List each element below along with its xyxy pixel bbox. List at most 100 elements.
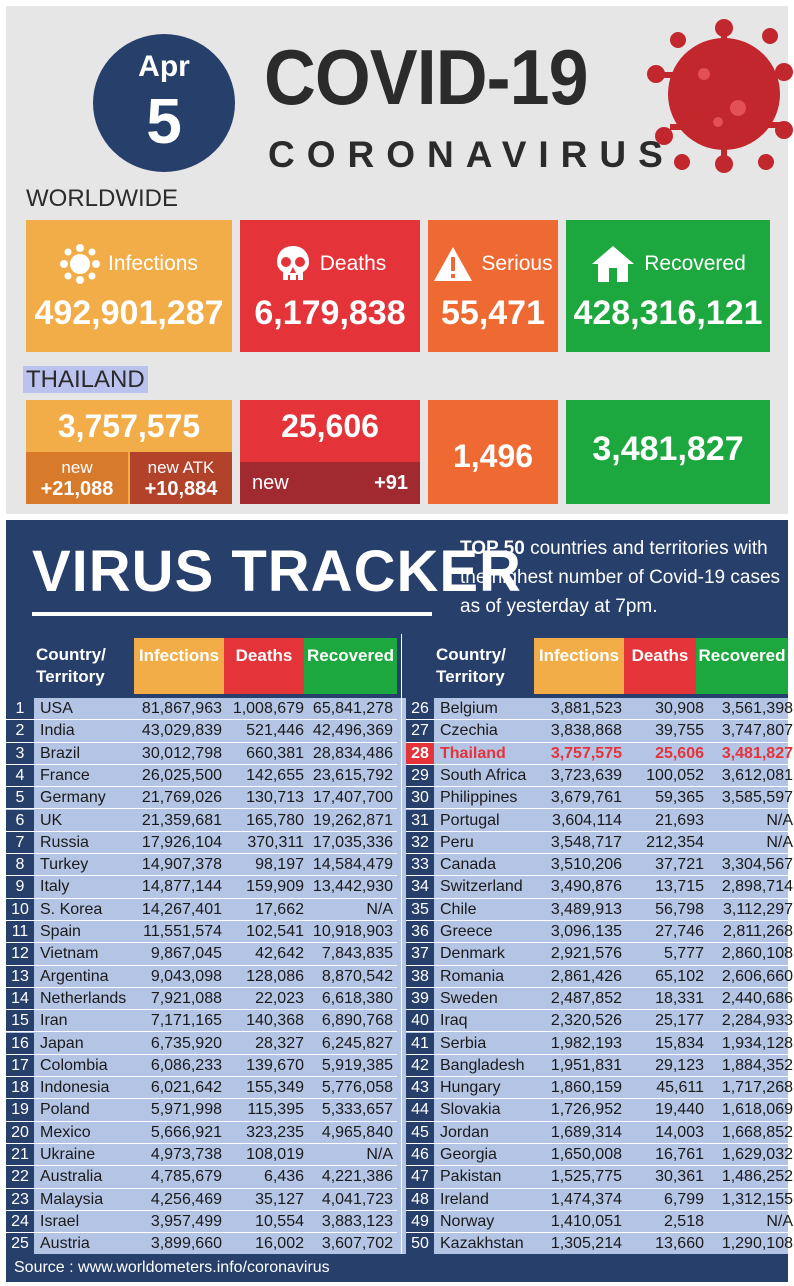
cell-recovered: 3,561,398 — [721, 700, 793, 717]
cell-deaths: 18,331 — [655, 989, 704, 1007]
cell-rank: 47 — [406, 1166, 434, 1188]
cell-infections: 1,410,051 — [550, 1212, 622, 1230]
infections-label: Infections — [108, 252, 198, 275]
cell-recovered: 17,407,700 — [312, 789, 393, 807]
cell-country: Greece — [440, 923, 493, 940]
table-row: 24 Israel 3,957,499 10,554 3,883,123 — [6, 1210, 397, 1234]
cell-recovered: 28,834,486 — [312, 744, 393, 762]
header-infections-left: Infections — [134, 638, 224, 694]
cell-deaths: 370,311 — [247, 833, 304, 851]
cell-country: Sweden — [440, 989, 498, 1007]
cell-rank: 27 — [406, 720, 434, 742]
cell-recovered: 2,284,933 — [721, 1012, 793, 1030]
cell-country: Germany — [40, 789, 106, 807]
cell-rank: 36 — [406, 921, 434, 943]
cell-deaths: 660,381 — [246, 744, 304, 762]
header-recovered-right: Recovered — [696, 638, 788, 694]
thailand-serious-value: 1,496 — [452, 438, 534, 474]
cell-rank: 40 — [406, 1010, 434, 1032]
cell-recovered: 2,898,714 — [721, 878, 793, 896]
cell-deaths: 27,746 — [655, 923, 704, 940]
cell-recovered: 65,841,278 — [312, 700, 393, 717]
cell-recovered: 4,041,723 — [321, 1190, 393, 1208]
cell-country: Netherlands — [40, 989, 127, 1007]
date-day: 5 — [146, 85, 182, 157]
cell-recovered: 1,884,352 — [721, 1056, 793, 1074]
header-infections-right: Infections — [534, 638, 624, 694]
cell-country: Iraq — [440, 1012, 468, 1030]
cell-rank: 37 — [406, 943, 434, 965]
cell-rank: 34 — [406, 876, 434, 898]
table-row: 8 Turkey 14,907,378 98,197 14,584,479 — [6, 854, 397, 877]
cell-deaths: 56,798 — [655, 900, 704, 918]
cell-infections: 14,267,401 — [141, 900, 222, 918]
cell-recovered: 19,262,871 — [312, 811, 393, 829]
table-row: 26 Belgium 3,881,523 30,908 3,561,398 — [406, 698, 794, 721]
thailand-atk-label: new ATK — [147, 458, 215, 477]
cell-rank: 11 — [6, 921, 34, 943]
warning-icon — [433, 246, 473, 282]
thailand-deaths-card: 25,606 new +91 — [240, 400, 420, 504]
table-row: 20 Mexico 5,666,921 323,235 4,965,840 — [6, 1121, 397, 1144]
cell-recovered: 3,607,702 — [321, 1235, 393, 1253]
thailand-atk-box: new ATK +10,884 — [130, 452, 232, 504]
cell-country: Georgia — [440, 1146, 497, 1163]
cell-infections: 3,096,135 — [550, 923, 622, 940]
cell-country: France — [40, 766, 90, 784]
summary-panel: Apr 5 COVID-19 CORONAVIRUS — [6, 6, 793, 514]
table-row: 39 Sweden 2,487,852 18,331 2,440,686 — [406, 987, 794, 1011]
cell-deaths: 212,354 — [646, 833, 704, 851]
table-row: 42 Bangladesh 1,951,831 29,123 1,884,352 — [406, 1054, 794, 1078]
cell-country: Japan — [40, 1034, 84, 1052]
cell-infections: 2,320,526 — [550, 1012, 622, 1030]
cell-rank: 3 — [6, 742, 34, 764]
cell-deaths: 5,777 — [663, 945, 704, 963]
cell-recovered: 42,496,369 — [312, 722, 393, 740]
table-row: 17 Colombia 6,086,233 139,670 5,919,385 — [6, 1054, 397, 1078]
cell-recovered: 23,615,792 — [312, 766, 393, 784]
cell-rank: 19 — [6, 1099, 34, 1121]
cell-infections: 26,025,500 — [141, 766, 222, 784]
cell-country: Turkey — [40, 856, 89, 874]
cell-infections: 1,474,374 — [550, 1190, 622, 1208]
worldwide-recovered-card: Recovered 428,316,121 — [566, 220, 770, 352]
cell-rank: 31 — [406, 809, 434, 831]
cell-infections: 3,489,913 — [550, 900, 622, 918]
house-icon — [590, 244, 636, 284]
cell-country: Serbia — [440, 1034, 487, 1052]
cell-infections: 81,867,963 — [141, 700, 222, 717]
cell-deaths: 155,349 — [246, 1079, 304, 1097]
table-row: 4 France 26,025,500 142,655 23,615,792 — [6, 764, 397, 788]
thailand-deaths-value: 25,606 — [281, 408, 379, 444]
thailand-deaths-new-box: new +91 — [240, 462, 420, 504]
cell-infections: 5,971,998 — [150, 1101, 222, 1119]
cell-recovered: 1,717,268 — [721, 1079, 793, 1097]
cell-rank: 33 — [406, 854, 434, 876]
cell-deaths: 323,235 — [246, 1123, 304, 1141]
worldwide-deaths-card: Deaths 6,179,838 — [240, 220, 420, 352]
cell-infections: 1,525,775 — [550, 1168, 622, 1186]
cell-recovered: 6,245,827 — [321, 1034, 393, 1052]
cell-deaths: 1,008,679 — [232, 700, 304, 717]
cell-infections: 3,679,761 — [550, 789, 622, 807]
recovered-value: 428,316,121 — [573, 294, 763, 332]
cell-country: Spain — [40, 923, 81, 940]
cell-country: Romania — [440, 967, 505, 985]
column-divider — [401, 634, 402, 1254]
cell-rank: 1 — [6, 698, 34, 720]
page-title: COVID-19 — [264, 33, 589, 121]
table-row: 29 South Africa 3,723,639 100,052 3,612,081 — [406, 764, 794, 788]
cell-recovered: 1,618,069 — [721, 1101, 793, 1119]
table-row: 50 Kazakhstan 1,305,214 13,660 1,290,108 — [406, 1233, 794, 1256]
cell-rank: 30 — [406, 787, 434, 809]
cell-recovered: 2,606,660 — [721, 967, 793, 985]
cell-rank: 14 — [6, 987, 34, 1010]
cell-rank: 38 — [406, 965, 434, 987]
cell-recovered: 3,481,827 — [721, 744, 793, 762]
thailand-new-label: new — [61, 458, 93, 477]
title-underline — [32, 612, 432, 616]
cell-infections: 2,861,426 — [550, 967, 622, 985]
cell-infections: 3,490,876 — [550, 878, 622, 896]
thailand-recovered-value: 3,481,827 — [592, 430, 744, 468]
table-row: 25 Austria 3,899,660 16,002 3,607,702 — [6, 1233, 397, 1256]
